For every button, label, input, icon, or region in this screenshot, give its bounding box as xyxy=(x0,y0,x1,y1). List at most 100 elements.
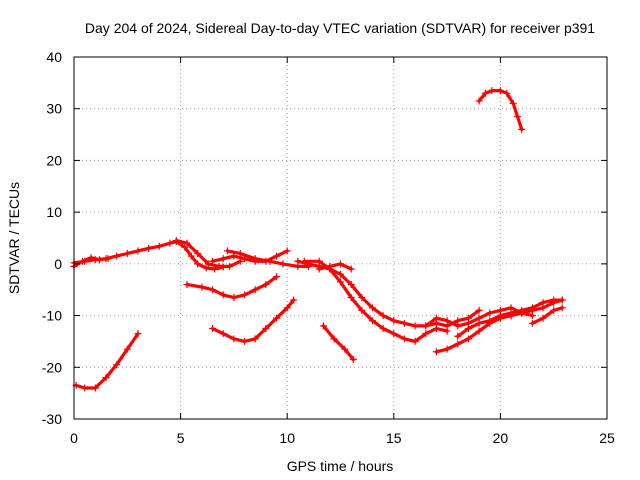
data-point xyxy=(290,296,298,304)
data-point xyxy=(123,345,131,353)
data-point xyxy=(134,247,142,255)
data-point xyxy=(411,337,419,345)
plot-frame xyxy=(73,56,608,420)
series-line xyxy=(321,324,355,362)
data-point xyxy=(134,330,142,338)
series-track-4 xyxy=(172,237,244,270)
series-track-12 xyxy=(319,322,357,364)
series-line xyxy=(296,259,481,328)
x-tick-label: 25 xyxy=(599,430,615,446)
series-track-18 xyxy=(475,87,526,133)
data-point xyxy=(198,283,206,291)
data-point xyxy=(319,322,327,330)
x-tick-label: 15 xyxy=(386,430,402,446)
data-point xyxy=(194,250,202,258)
data-point xyxy=(475,319,483,327)
data-point xyxy=(145,244,153,252)
data-point xyxy=(215,262,223,270)
data-point xyxy=(91,384,99,392)
data-point xyxy=(315,257,323,265)
data-point xyxy=(411,322,419,330)
data-point xyxy=(503,89,511,97)
data-point xyxy=(330,335,338,343)
data-point xyxy=(337,278,344,286)
data-point xyxy=(486,317,494,325)
data-point xyxy=(558,296,566,304)
data-point xyxy=(81,384,89,392)
grid-lines xyxy=(74,57,607,419)
y-tick-label: 20 xyxy=(46,152,62,168)
data-point xyxy=(183,281,191,289)
data-point xyxy=(539,314,547,322)
data-point xyxy=(251,255,259,263)
data-point xyxy=(558,304,566,312)
axis-ticks: 0 5 10 15 20 25 -30 -20 -10 0 10 20 30 40 xyxy=(42,49,615,446)
data-point xyxy=(454,322,462,330)
data-point xyxy=(528,319,536,327)
series-track-3 xyxy=(72,330,142,392)
data-point xyxy=(518,309,526,317)
data-point xyxy=(349,356,357,364)
data-point xyxy=(241,291,249,299)
data-point xyxy=(300,257,308,265)
series-track-1 xyxy=(70,238,227,273)
x-tick-label: 0 xyxy=(70,430,78,446)
y-tick-label: -30 xyxy=(42,411,62,427)
data-point xyxy=(183,239,191,247)
data-point xyxy=(194,260,202,268)
data-point xyxy=(219,330,227,338)
data-point xyxy=(230,335,238,343)
data-point xyxy=(390,317,398,325)
data-point xyxy=(347,293,355,301)
data-point xyxy=(279,260,287,268)
data-point xyxy=(219,255,227,263)
data-point xyxy=(496,87,504,95)
data-point xyxy=(224,247,232,255)
series-line xyxy=(530,306,564,325)
data-point xyxy=(509,100,517,108)
data-point xyxy=(379,325,387,332)
data-point xyxy=(443,327,451,335)
data-point xyxy=(464,335,472,343)
y-tick-label: 40 xyxy=(46,49,62,65)
data-point xyxy=(400,335,408,343)
data-point xyxy=(172,237,180,245)
data-point xyxy=(443,317,451,325)
data-point xyxy=(488,87,496,95)
series-track-5 xyxy=(209,247,291,265)
data-point xyxy=(209,325,217,332)
data-point xyxy=(79,257,87,265)
data-point xyxy=(528,306,536,314)
series-line xyxy=(211,298,296,343)
data-point xyxy=(539,304,547,312)
chart-title: Day 204 of 2024, Sidereal Day-to-day VTE… xyxy=(85,20,595,36)
data-point xyxy=(347,281,355,289)
data-point xyxy=(422,322,430,330)
data-point xyxy=(550,299,558,307)
data-point xyxy=(347,265,355,273)
y-tick-label: 10 xyxy=(46,204,62,220)
data-point xyxy=(262,325,270,332)
data-point xyxy=(155,242,163,250)
series-track-16 xyxy=(507,296,566,320)
data-point xyxy=(507,312,515,320)
series-line xyxy=(302,259,449,343)
y-tick-label: -10 xyxy=(42,308,62,324)
data-point xyxy=(464,325,472,332)
data-point xyxy=(358,306,366,314)
series-track-11 xyxy=(315,260,355,273)
data-point xyxy=(326,262,334,270)
data-point xyxy=(294,257,302,265)
data-point xyxy=(475,306,483,314)
data-point xyxy=(518,125,526,133)
data-point xyxy=(475,327,483,335)
data-point xyxy=(283,304,291,312)
y-tick-label: 0 xyxy=(54,256,62,272)
data-point xyxy=(422,330,430,338)
y-tick-label: 30 xyxy=(46,101,62,117)
data-point xyxy=(283,247,291,255)
data-point xyxy=(513,112,521,120)
series-line xyxy=(74,332,140,390)
data-point xyxy=(273,273,281,281)
